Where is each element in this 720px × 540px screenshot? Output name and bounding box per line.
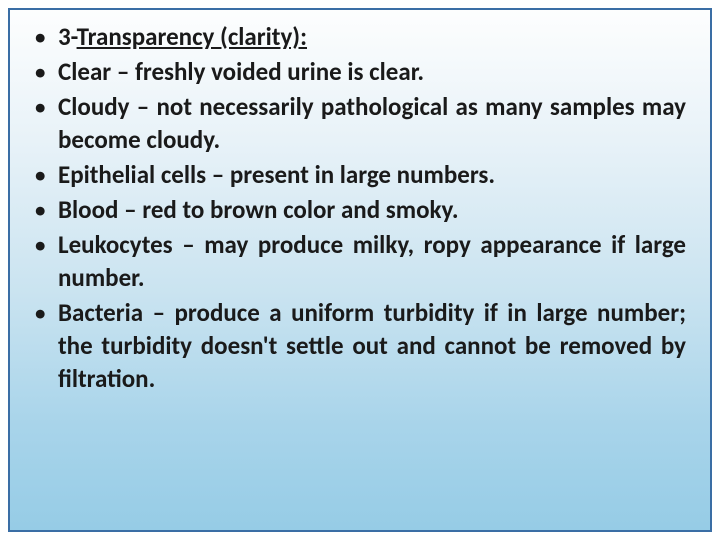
content-frame: • 3-Transparency (clarity): • Clear – fresh… [8,8,712,532]
bullet-term: Clear [58,56,111,87]
bullet-term: Blood [58,194,118,225]
bullet-item: • Epithelial cells – present in large num… [24,158,686,191]
bullet-body: – red to brown color and smoky. [118,194,458,225]
bullet-body: – produce a uniform turbidity if in larg… [58,297,686,394]
bullet-item: • Clear – freshly voided urine is clear. [24,55,686,88]
bullet-marker-icon: • [34,228,46,261]
bullet-list: • 3-Transparency (clarity): • Clear – fresh… [24,20,686,395]
bullet-term: Bacteria [58,297,143,328]
bullet-prefix: 3- [58,21,77,52]
bullet-marker-icon: • [34,158,46,191]
bullet-item: • Bacteria – produce a uniform turbidity … [24,296,686,395]
bullet-marker-icon: • [34,193,46,226]
bullet-marker-icon: • [34,55,46,88]
bullet-item: • 3-Transparency (clarity): [24,20,686,53]
bullet-marker-icon: • [34,296,46,329]
bullet-marker-icon: • [34,20,46,53]
bullet-term: Cloudy [58,91,129,122]
bullet-term: Transparency (clarity): [77,21,307,52]
bullet-item: • Cloudy – not necessarily pathological a… [24,90,686,156]
slide-container: • 3-Transparency (clarity): • Clear – fresh… [0,0,720,540]
bullet-body: – present in large numbers. [206,159,495,190]
bullet-term: Leukocytes [58,229,173,260]
bullet-body: – not necessarily pathological as many s… [58,91,686,155]
bullet-item: • Blood – red to brown color and smoky. [24,193,686,226]
bullet-item: •Leukocytes – may produce milky, ropy ap… [24,228,686,294]
bullet-term: Epithelial cells [58,159,206,190]
bullet-body: – freshly voided urine is clear. [111,56,424,87]
bullet-marker-icon: • [34,90,46,123]
